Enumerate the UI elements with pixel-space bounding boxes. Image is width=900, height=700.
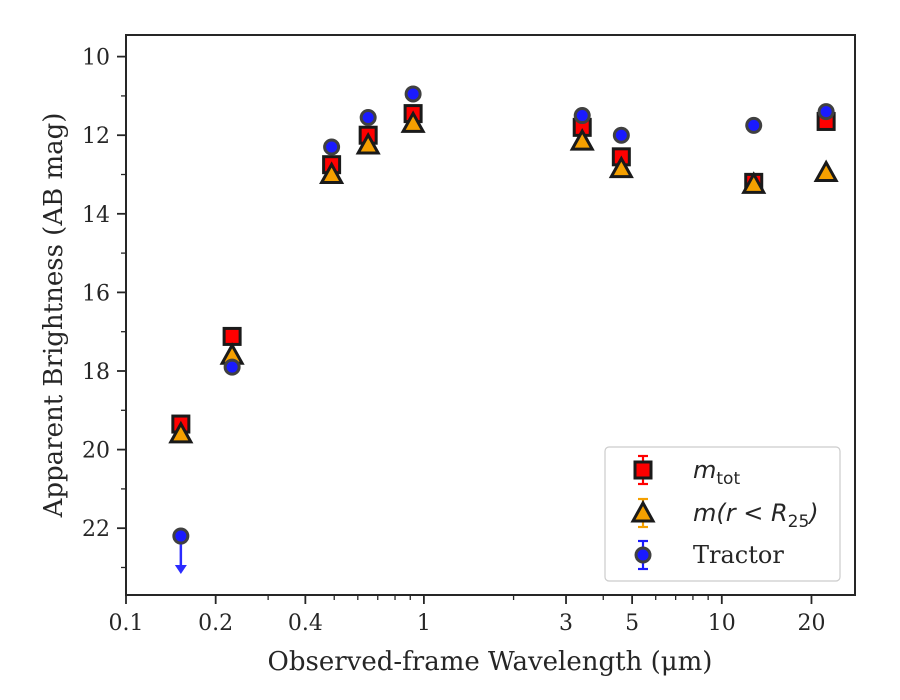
- upper-limit-arrow-head: [174, 565, 187, 575]
- data-point: [573, 107, 591, 125]
- data-point: [172, 527, 190, 545]
- y-axis-ticks: 10 12 14 16 18 20 22: [82, 46, 126, 569]
- legend-box: [604, 446, 841, 582]
- data-point: [222, 326, 242, 346]
- x-tick-label: 1: [417, 611, 431, 636]
- legend: mtot m(r < R25) Tractor: [604, 446, 841, 582]
- y-tick-label: 20: [82, 439, 110, 464]
- legend-label: Tractor: [693, 541, 784, 569]
- data-point: [608, 155, 634, 179]
- series-triangle: [168, 110, 839, 444]
- data-point: [168, 420, 194, 444]
- y-tick-label: 22: [82, 517, 110, 542]
- data-point: [359, 109, 377, 127]
- y-tick-label: 14: [82, 203, 110, 228]
- x-tick-label: 0.1: [109, 611, 144, 636]
- y-tick-label: 10: [82, 46, 110, 71]
- plot-frame: [125, 34, 856, 596]
- data-point: [404, 85, 422, 103]
- data-point: [319, 161, 345, 185]
- y-axis-label: Apparent Brightness (AB mag): [39, 113, 69, 519]
- data-point: [223, 358, 241, 376]
- data-point: [355, 131, 381, 155]
- x-tick-label: 0.2: [198, 611, 233, 636]
- x-tick-label: 3: [559, 611, 573, 636]
- series-circle: [172, 85, 835, 575]
- x-tick-label: 20: [797, 611, 825, 636]
- data-point: [323, 138, 341, 156]
- x-tick-label: 10: [708, 611, 736, 636]
- data-point: [817, 103, 835, 121]
- data-point: [400, 110, 426, 133]
- y-tick-label: 12: [82, 124, 110, 149]
- data-point: [813, 159, 839, 183]
- data-marks: [168, 85, 839, 575]
- x-axis-ticks: 0.1 0.2 0.4 1 3 5 10 20: [109, 595, 825, 636]
- y-tick-label: 18: [82, 360, 110, 385]
- data-point: [745, 116, 763, 134]
- data-point: [569, 128, 595, 151]
- x-axis-label: Observed-frame Wavelength (μm): [268, 647, 713, 677]
- x-tick-label: 0.4: [288, 611, 323, 636]
- legend-label: m(r < R25): [693, 499, 819, 532]
- legend-label: mtot: [693, 456, 740, 489]
- legend-marker: [634, 546, 652, 564]
- legend-marker: [633, 460, 653, 480]
- y-tick-label: 16: [82, 281, 110, 306]
- data-point: [741, 171, 767, 194]
- legend-marker: [630, 499, 656, 523]
- series-square: [171, 104, 836, 434]
- data-point: [612, 126, 630, 144]
- x-tick-label: 5: [625, 611, 639, 636]
